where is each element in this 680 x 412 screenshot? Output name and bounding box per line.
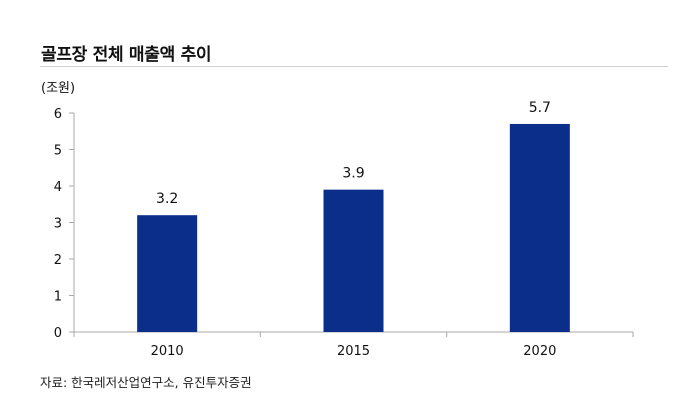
source-note: 자료: 한국레저산업연구소, 유진투자증권 <box>40 375 252 390</box>
bar-2020 <box>509 123 570 332</box>
chart-title: 골프장 전체 매출액 추이 <box>41 45 212 65</box>
x-tick-label-2010: 2010 <box>151 344 184 359</box>
y-tick-label: 5 <box>54 144 62 159</box>
x-tick-label-2015: 2015 <box>337 344 370 359</box>
y-tick-label: 1 <box>54 290 62 305</box>
bars <box>137 123 570 332</box>
y-tick-label: 0 <box>54 326 62 341</box>
y-tick-label: 4 <box>54 180 62 195</box>
x-tick-label-2020: 2020 <box>523 344 556 359</box>
y-tick-label: 6 <box>54 107 62 122</box>
y-tick-label: 2 <box>54 253 62 268</box>
data-label-2015: 3.9 <box>342 166 364 182</box>
data-labels: 3.2 3.9 5.7 <box>156 100 551 207</box>
bar-2015 <box>323 189 384 332</box>
y-tick-label: 3 <box>54 217 62 232</box>
data-label-2020: 5.7 <box>529 100 551 116</box>
bar-2010 <box>137 215 198 332</box>
title-divider <box>40 66 668 67</box>
data-label-2010: 3.2 <box>156 191 178 207</box>
y-axis-unit-label: (조원) <box>41 81 75 96</box>
